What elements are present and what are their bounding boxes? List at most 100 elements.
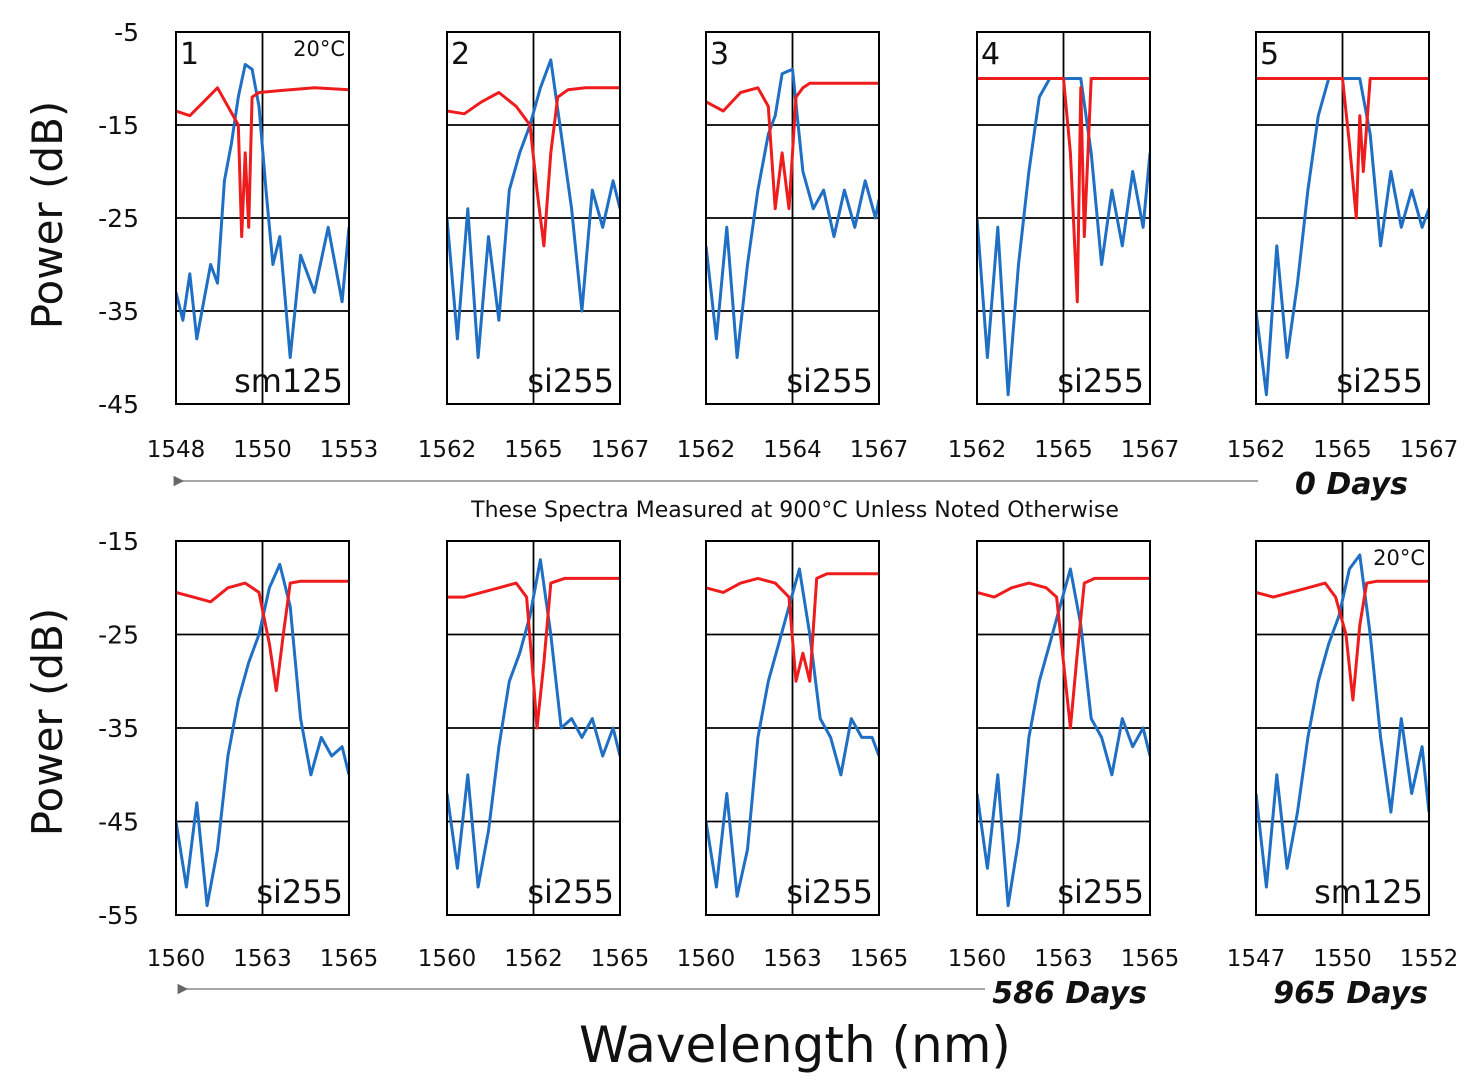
days-label-top: 0 Days <box>1295 467 1408 502</box>
panel-border <box>175 540 350 916</box>
transmission-spectrum-line <box>977 77 1150 304</box>
y-tick-label: -5 <box>114 18 139 47</box>
y-tick-label: -45 <box>98 808 139 837</box>
fiber-label: si255 <box>527 873 614 911</box>
reflection-spectrum-line <box>447 558 620 889</box>
spectrum-panel-r1c5: 5 si255 1562 1565 1567 <box>1227 31 1459 463</box>
fiber-label: si255 <box>786 873 873 911</box>
panel-number: 2 <box>451 37 470 72</box>
panel-border <box>446 540 621 916</box>
reflection-spectrum-line <box>176 63 349 359</box>
spectrum-panel-r1c2: 2 si255 1562 1565 1567 <box>418 31 650 463</box>
x-tick-label: 1548 <box>147 437 206 463</box>
panel-border <box>1255 540 1430 916</box>
y-tick-label: -15 <box>98 527 139 556</box>
y-tick-label: -55 <box>98 901 139 930</box>
spectrum-panel-r2c1: si255 1560 1563 1565 <box>147 540 379 972</box>
x-tick-label: 1560 <box>677 946 736 972</box>
x-tick-label: 1560 <box>147 946 206 972</box>
fiber-label: si255 <box>527 362 614 400</box>
x-tick-label: 1567 <box>1400 437 1459 463</box>
panel-border <box>705 540 880 916</box>
x-tick-label: 1565 <box>504 437 563 463</box>
y-tick-label: -35 <box>98 714 139 743</box>
y-tick-label: -35 <box>98 297 139 326</box>
spectrum-panel-r1c4: 4 si255 1562 1565 1567 <box>948 31 1180 463</box>
transmission-spectrum-line <box>977 576 1150 730</box>
panel-number: 1 <box>180 37 199 72</box>
x-tick-label: 1562 <box>1227 437 1286 463</box>
days-label-586: 586 Days <box>992 976 1147 1011</box>
fiber-label: sm125 <box>1314 873 1423 911</box>
panel-border <box>1255 31 1430 405</box>
fiber-label: si255 <box>1057 873 1144 911</box>
x-tick-label: 1565 <box>1121 946 1180 972</box>
days-label-965: 965 Days <box>1273 976 1428 1011</box>
spectrum-panel-r1c1: 1 20°C sm125 1548 1550 1553 <box>147 31 379 463</box>
y-tick-label: -25 <box>98 621 139 650</box>
x-tick-label: 1552 <box>1400 946 1459 972</box>
spectrum-panel-r1c3: 3 si255 1562 1564 1567 <box>677 31 909 463</box>
x-tick-label: 1563 <box>763 946 822 972</box>
panels: 1 20°C sm125 1548 1550 1553 2 si255 1562 1565 1567… <box>147 31 1459 972</box>
panel-border <box>976 540 1151 916</box>
transmission-spectrum-line <box>447 576 620 730</box>
x-tick-label: 1550 <box>233 437 292 463</box>
y-axis-label-top: Power (dB) <box>23 101 72 330</box>
x-tick-label: 1565 <box>591 946 650 972</box>
x-tick-label: 1562 <box>948 437 1007 463</box>
reflection-spectrum-line <box>1256 77 1429 397</box>
reflection-spectrum-line <box>1256 553 1429 889</box>
fiber-label: si255 <box>256 873 343 911</box>
x-tick-label: 1563 <box>233 946 292 972</box>
x-tick-label: 1565 <box>1313 437 1372 463</box>
spectrum-panel-r2c2: si255 1560 1562 1565 <box>418 540 650 972</box>
x-tick-label: 1565 <box>320 946 379 972</box>
y-tick-label: -45 <box>98 390 139 419</box>
x-tick-label: 1567 <box>591 437 650 463</box>
panel-border <box>705 31 880 405</box>
reflection-spectrum-line <box>706 567 879 898</box>
reflection-spectrum-line <box>447 58 620 359</box>
x-tick-label: 1562 <box>677 437 736 463</box>
transmission-spectrum-line <box>1256 579 1429 702</box>
temperature-label: 20°C <box>1373 546 1425 570</box>
panel-number: 3 <box>710 37 729 72</box>
transmission-spectrum-line <box>1256 77 1429 220</box>
x-tick-label: 1562 <box>418 437 477 463</box>
x-axis-label: Wavelength (nm) <box>579 1016 1011 1074</box>
x-tick-label: 1565 <box>1034 437 1093 463</box>
transmission-spectrum-line <box>176 86 349 239</box>
transmission-spectrum-line <box>706 572 879 683</box>
y-axes: -5 -15 -25 -35 -45 -15 -25 -35 -45 -55 <box>98 18 139 930</box>
fiber-label: si255 <box>786 362 873 400</box>
transmission-spectrum-line <box>176 579 349 693</box>
spectrum-panel-r2c3: si255 1560 1563 1565 <box>677 540 908 972</box>
reflection-spectrum-line <box>977 567 1150 908</box>
y-tick-label: -25 <box>98 204 139 233</box>
spectrum-panel-r2c5: 20°C sm125 1547 1550 1552 <box>1227 540 1459 972</box>
panel-border <box>976 31 1151 405</box>
spectrum-panel-r2c4: si255 1560 1563 1565 <box>948 540 1180 972</box>
transmission-spectrum-line <box>706 81 879 211</box>
x-tick-label: 1567 <box>850 437 909 463</box>
panel-border <box>175 31 350 405</box>
fiber-label: si255 <box>1336 362 1423 400</box>
x-tick-label: 1562 <box>504 946 563 972</box>
x-tick-label: 1553 <box>320 437 379 463</box>
fiber-label: sm125 <box>234 362 343 400</box>
reflection-spectrum-line <box>706 67 879 359</box>
x-tick-label: 1550 <box>1313 946 1372 972</box>
x-tick-label: 1560 <box>948 946 1007 972</box>
y-tick-label: -15 <box>98 111 139 140</box>
x-tick-label: 1567 <box>1121 437 1180 463</box>
x-tick-label: 1560 <box>418 946 477 972</box>
panel-number: 5 <box>1260 37 1279 72</box>
fiber-label: si255 <box>1057 362 1144 400</box>
x-tick-label: 1547 <box>1227 946 1286 972</box>
transmission-spectrum-line <box>447 86 620 248</box>
temperature-label: 20°C <box>293 37 345 61</box>
reflection-spectrum-line <box>977 77 1150 397</box>
y-axis-label-bottom: Power (dB) <box>23 608 72 837</box>
